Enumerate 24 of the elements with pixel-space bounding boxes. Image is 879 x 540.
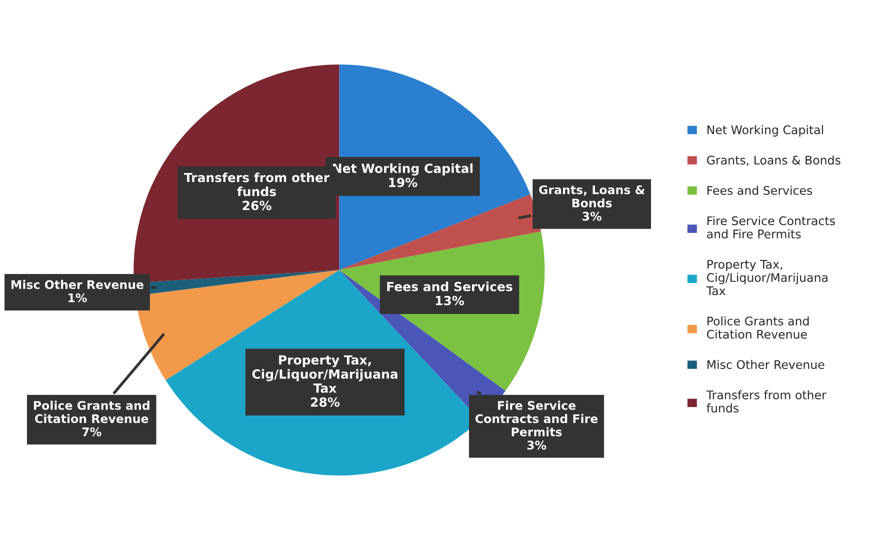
legend-label: Fees and Services [708, 186, 812, 195]
data-label: 3% [527, 440, 546, 450]
slice-label: Property Tax, Cig/Liquor/Marijuana Tax [252, 355, 398, 393]
data-label: 1% [68, 293, 87, 302]
slice-label: Transfers from other funds [184, 172, 330, 196]
legend-label: Transfers from other funds [706, 390, 826, 413]
slice-label: Grants, Loans & Bonds [539, 185, 645, 208]
legend-label: Net Working Capital [708, 125, 824, 137]
data-label: 28% [311, 397, 340, 407]
data-label: 7% [82, 427, 102, 436]
slice-label: Fees and Services [387, 282, 512, 292]
legend-label: Police Grants and Citation Revenue [707, 316, 809, 339]
data-label: 13% [436, 296, 464, 306]
data-label: 26% [242, 200, 272, 210]
data-label: 19% [389, 178, 418, 188]
slice-label: Police Grants and Citation Revenue [34, 400, 150, 424]
legend-label: Misc Other Revenue [708, 360, 824, 370]
legend-label: Grants, Loans & Bonds [707, 155, 840, 166]
legend-label: Property Tax, Cig/Liquor/Marijuana Tax [706, 260, 828, 296]
slice-label: Fire Service Contracts and Fire Permits [475, 400, 598, 436]
slice-label: Misc Other Revenue [12, 280, 144, 290]
legend-label: Fire Service Contracts and Fire Permits [707, 216, 835, 238]
data-label: 3% [582, 212, 602, 221]
pie-slice [339, 194, 542, 270]
